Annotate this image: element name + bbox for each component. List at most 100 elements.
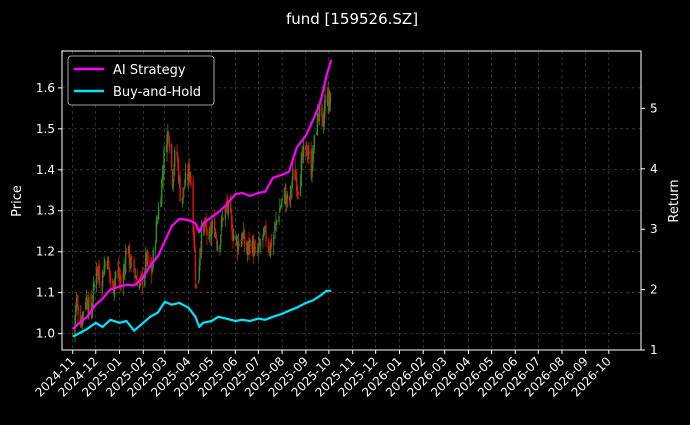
candle-body bbox=[226, 203, 229, 209]
candle-body bbox=[267, 245, 269, 249]
candle-body bbox=[240, 238, 243, 247]
candle-body bbox=[195, 283, 197, 288]
candle-body bbox=[232, 236, 234, 241]
candle-body bbox=[154, 243, 157, 251]
candle-body bbox=[295, 177, 297, 179]
candle-body bbox=[193, 241, 196, 252]
y-tick-label-left: 1.1 bbox=[36, 286, 55, 300]
candle-body bbox=[103, 264, 105, 275]
candle-body bbox=[74, 315, 76, 334]
y-axis-label-right: Return bbox=[667, 179, 682, 222]
candle-body bbox=[224, 207, 227, 219]
candle-body bbox=[193, 228, 195, 241]
candle-body bbox=[184, 186, 186, 189]
candle-body bbox=[284, 189, 286, 204]
candle-body bbox=[138, 281, 141, 289]
candle-body bbox=[283, 187, 286, 198]
candle-body bbox=[118, 276, 121, 280]
candle-body bbox=[122, 271, 125, 288]
candle-body bbox=[177, 156, 179, 162]
candle-body bbox=[306, 153, 309, 157]
candle-body bbox=[75, 297, 78, 310]
candle-body bbox=[323, 107, 325, 124]
candle-body bbox=[279, 208, 281, 214]
candle-body bbox=[230, 215, 233, 222]
legend-label-buy-and-hold: Buy-and-Hold bbox=[113, 85, 201, 100]
candle-body bbox=[194, 255, 197, 280]
candle-body bbox=[156, 221, 158, 224]
plot-frame bbox=[61, 50, 642, 351]
candle-body bbox=[86, 299, 89, 309]
y-tick-label-right: 5 bbox=[650, 101, 658, 115]
candle-body bbox=[251, 241, 253, 253]
candle-body bbox=[205, 221, 207, 228]
candle-body bbox=[80, 322, 82, 326]
candle-body bbox=[216, 240, 218, 247]
candle-body bbox=[262, 228, 265, 238]
candle-body bbox=[265, 225, 267, 242]
candle-body bbox=[209, 226, 211, 230]
candle-body bbox=[302, 146, 305, 158]
candle-body bbox=[76, 300, 79, 302]
candle-body bbox=[187, 166, 190, 181]
candle-body bbox=[275, 220, 277, 222]
candle-body bbox=[237, 241, 240, 252]
candle-body bbox=[91, 303, 94, 309]
candle-body bbox=[233, 235, 235, 241]
candle-body bbox=[322, 116, 324, 125]
candle-body bbox=[149, 260, 151, 262]
candle-body bbox=[85, 302, 87, 309]
candle-body bbox=[253, 240, 255, 258]
candle-body bbox=[289, 186, 292, 201]
candle-body bbox=[151, 264, 153, 275]
candle-body bbox=[262, 234, 264, 241]
candle-body bbox=[101, 271, 104, 287]
candle-body bbox=[170, 144, 173, 168]
candle-body bbox=[272, 234, 275, 245]
candle-body bbox=[300, 159, 302, 186]
legend-label-ai-strategy: AI Strategy bbox=[113, 63, 186, 78]
candle-body bbox=[328, 98, 331, 110]
candle-body bbox=[101, 288, 103, 290]
candle-body bbox=[294, 168, 296, 181]
candle-body bbox=[210, 228, 212, 238]
candle-body bbox=[102, 275, 105, 278]
candle-body bbox=[182, 187, 184, 200]
y-tick-label-left: 1.3 bbox=[36, 204, 55, 218]
legend-box bbox=[67, 55, 215, 106]
candle-body bbox=[124, 269, 126, 271]
candle-body bbox=[112, 280, 115, 294]
candle-body bbox=[249, 239, 251, 247]
candle-body bbox=[310, 149, 312, 179]
candle-body bbox=[210, 229, 213, 239]
candle-body bbox=[211, 221, 214, 228]
candle-body bbox=[90, 294, 92, 315]
y-tick-label-right: 1 bbox=[650, 343, 658, 357]
candle-body bbox=[171, 170, 174, 187]
candle-body bbox=[253, 247, 256, 256]
y-axis-label-left: Price bbox=[10, 185, 25, 217]
candle-body bbox=[123, 268, 125, 273]
candle-body bbox=[220, 218, 223, 232]
candle-body bbox=[92, 283, 95, 301]
candle-body bbox=[98, 266, 100, 276]
candle-body bbox=[269, 252, 271, 254]
candle-body bbox=[203, 225, 205, 233]
candle-body bbox=[236, 238, 238, 240]
candle-body bbox=[179, 178, 181, 202]
candle-body bbox=[312, 151, 315, 153]
candle-body bbox=[197, 280, 200, 284]
candle-body bbox=[184, 172, 187, 185]
candle-body bbox=[286, 194, 289, 200]
candle-body bbox=[160, 179, 163, 204]
candle-body bbox=[302, 149, 304, 157]
candle-body bbox=[168, 140, 171, 148]
candle-body bbox=[297, 192, 299, 195]
candle-body bbox=[290, 190, 292, 192]
candle-body bbox=[174, 150, 176, 168]
candle-body bbox=[133, 260, 135, 273]
candle-body bbox=[295, 178, 298, 191]
candle-body bbox=[318, 103, 321, 117]
candle-body bbox=[216, 246, 219, 250]
chart-title: fund [159526.SZ] bbox=[286, 10, 418, 28]
